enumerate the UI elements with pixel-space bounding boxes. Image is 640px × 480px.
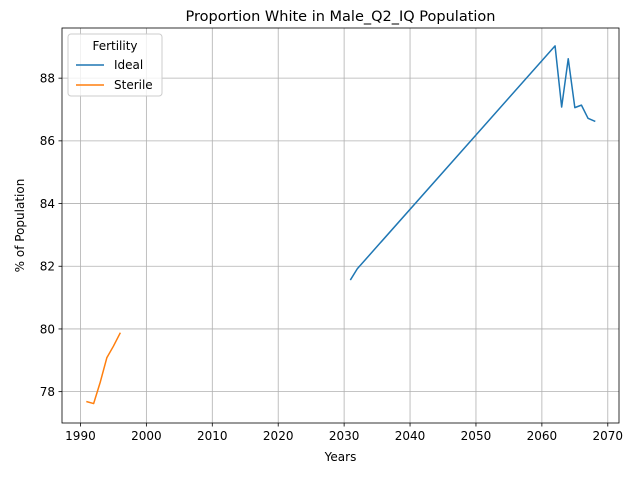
y-axis-title: % of Population [13,179,27,273]
x-tick-label: 2000 [131,429,162,443]
x-tick-label: 2030 [329,429,360,443]
y-tick-label: 82 [40,260,55,274]
legend-entries: Ideal Sterile [76,58,153,92]
legend: Fertility Ideal Sterile [67,33,163,97]
x-tick-label: 2020 [263,429,294,443]
y-tick-label: 86 [40,134,55,148]
series-layer [86,45,596,405]
y-tick-label: 78 [40,385,55,399]
x-tick-label: 2050 [461,429,492,443]
y-tick-label: 80 [40,322,55,336]
chart-title: Proportion White in Male_Q2_IQ Populatio… [186,9,496,25]
legend-label-ideal: Ideal [114,58,143,72]
ticks: 1990 2000 2010 2020 2030 2040 2050 2060 2070 78 80… [40,71,623,443]
legend-box [67,33,163,97]
plot-frame [61,27,620,424]
grid [62,28,619,423]
series-line-sterile [86,332,122,405]
series-line-ideal [349,45,596,281]
x-tick-label: 1990 [65,429,96,443]
x-tick-label: 2070 [593,429,624,443]
x-tick-label: 2040 [395,429,426,443]
legend-title: Fertility [92,39,137,53]
x-tick-label: 2010 [197,429,228,443]
y-tick-label: 88 [40,71,55,85]
legend-label-sterile: Sterile [114,78,153,92]
x-axis-title: Years [324,450,357,464]
y-tick-label: 84 [40,197,55,211]
x-tick-label: 2060 [527,429,558,443]
